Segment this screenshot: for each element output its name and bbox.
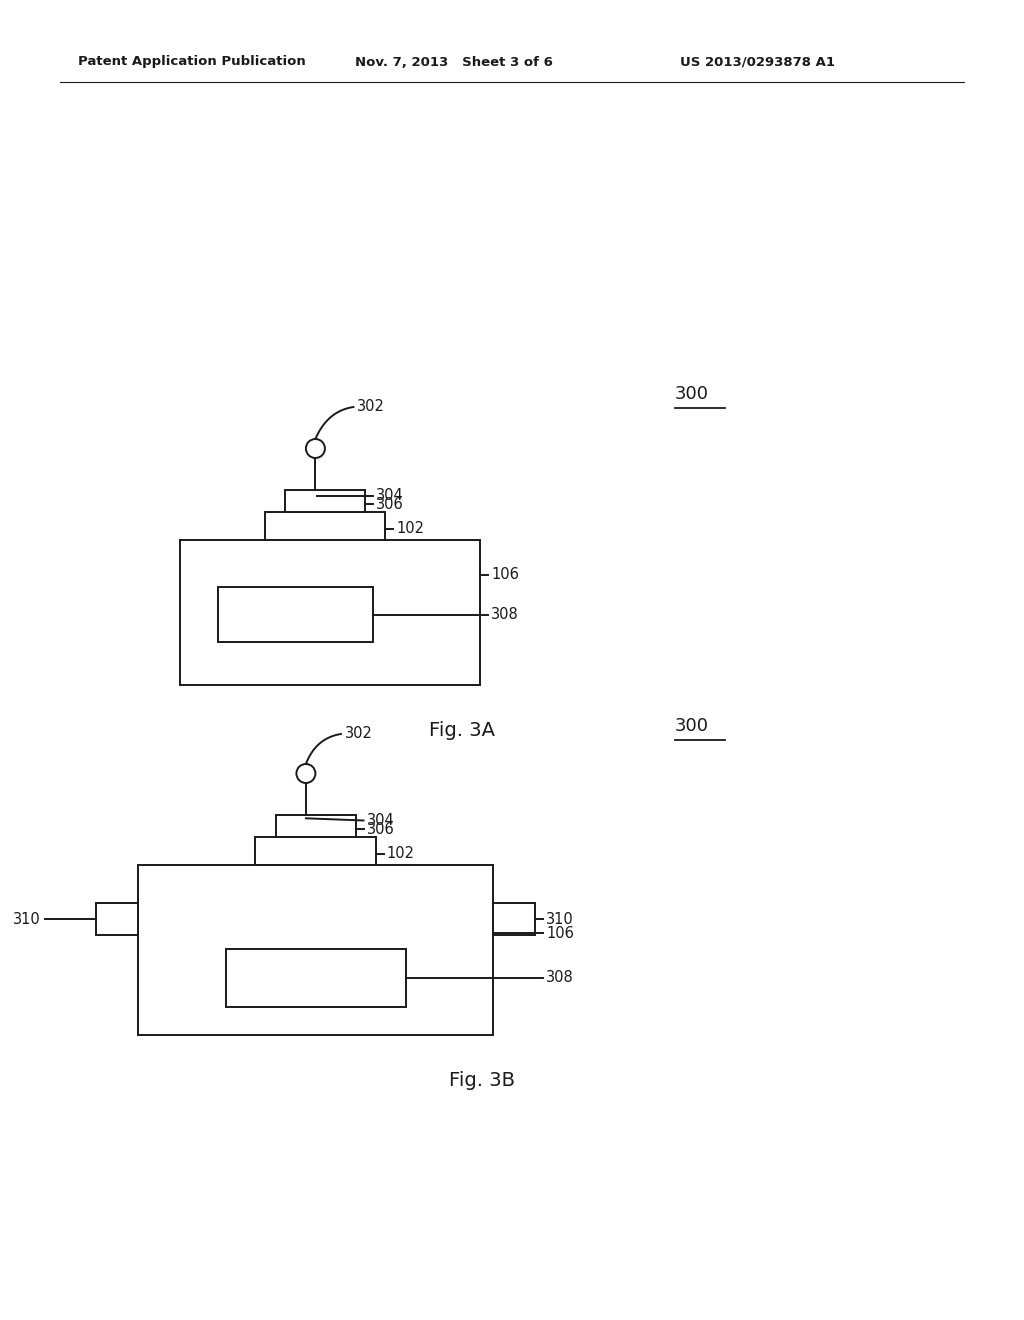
- Bar: [493, 903, 535, 936]
- Text: 302: 302: [345, 726, 373, 742]
- Text: 302: 302: [357, 400, 385, 414]
- Text: 308: 308: [546, 970, 573, 986]
- Text: 102: 102: [396, 521, 424, 536]
- Text: 310: 310: [546, 912, 573, 927]
- Bar: [138, 865, 493, 1035]
- Bar: [285, 490, 365, 512]
- Text: US 2013/0293878 A1: US 2013/0293878 A1: [680, 55, 835, 69]
- Text: 300: 300: [675, 717, 709, 735]
- Text: 102: 102: [386, 846, 415, 862]
- Bar: [218, 587, 373, 642]
- Text: Fig. 3B: Fig. 3B: [449, 1071, 515, 1089]
- Bar: [275, 814, 355, 837]
- Text: 304: 304: [367, 813, 394, 828]
- Text: 106: 106: [546, 925, 573, 940]
- Bar: [96, 903, 138, 936]
- Text: Fig. 3A: Fig. 3A: [429, 721, 495, 739]
- Bar: [265, 512, 385, 540]
- Text: 310: 310: [13, 912, 41, 927]
- Text: 308: 308: [490, 607, 519, 622]
- Bar: [256, 837, 376, 865]
- Text: 300: 300: [675, 385, 709, 403]
- Text: 306: 306: [367, 822, 394, 837]
- Text: Nov. 7, 2013   Sheet 3 of 6: Nov. 7, 2013 Sheet 3 of 6: [355, 55, 553, 69]
- Text: 306: 306: [376, 496, 403, 512]
- Text: 304: 304: [376, 488, 403, 503]
- Bar: [180, 540, 480, 685]
- Text: Patent Application Publication: Patent Application Publication: [78, 55, 306, 69]
- Bar: [225, 949, 406, 1007]
- Text: 106: 106: [490, 568, 519, 582]
